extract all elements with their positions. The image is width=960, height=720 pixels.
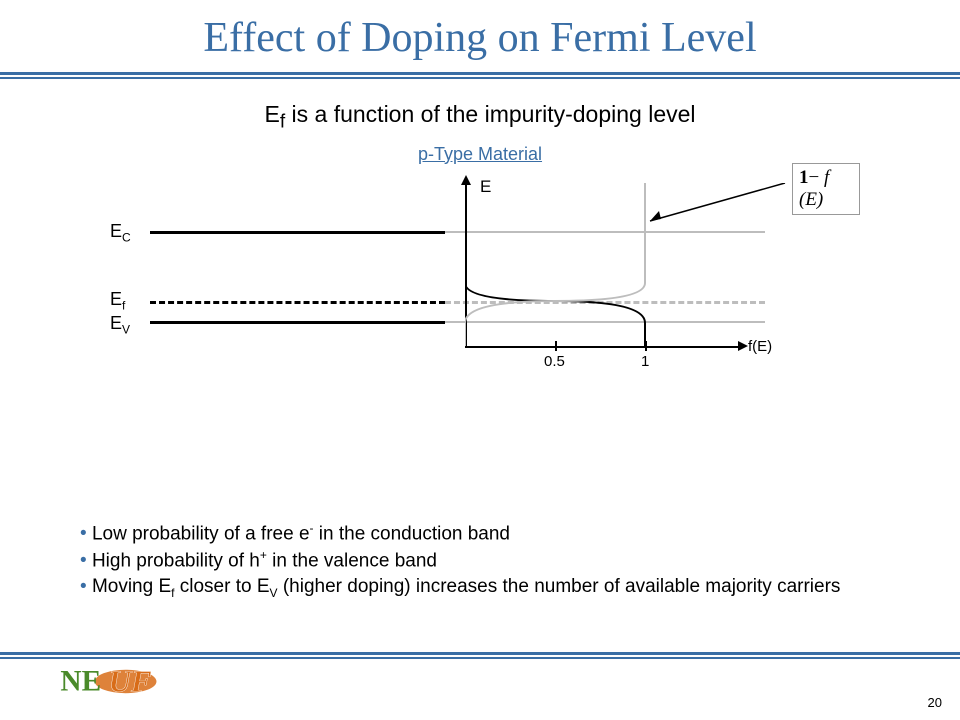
logo-ne: NE <box>60 665 101 697</box>
logo-uf: UF <box>109 665 152 699</box>
slide-title: Effect of Doping on Fermi Level <box>0 0 960 72</box>
ec-line <box>150 231 445 234</box>
logo: NE UF <box>56 658 173 702</box>
ec-label: EC <box>110 221 131 245</box>
ev-label: EV <box>110 313 130 337</box>
ef-line <box>150 301 445 304</box>
bullet-list: Low probability of a free e- in the cond… <box>80 520 900 601</box>
bullet-1: Low probability of a free e- in the cond… <box>80 520 900 547</box>
page-number: 20 <box>928 695 942 710</box>
bullet-3: Moving Ef closer to EV (higher doping) i… <box>80 574 900 601</box>
title-rule <box>0 72 960 79</box>
material-type-label: p-Type Material <box>0 144 960 165</box>
subtitle: Ef is a function of the impurity-doping … <box>0 101 960 134</box>
bullet-2: High probability of h+ in the valence ba… <box>80 547 900 574</box>
formula-box: 1− f (E) <box>792 163 860 215</box>
ev-line <box>150 321 445 324</box>
energy-band-diagram: EC Ef EV E f(E) 0.5 1 1− f (E) <box>100 171 860 401</box>
ef-label: Ef <box>110 289 125 313</box>
annotation-arrow <box>645 183 795 233</box>
